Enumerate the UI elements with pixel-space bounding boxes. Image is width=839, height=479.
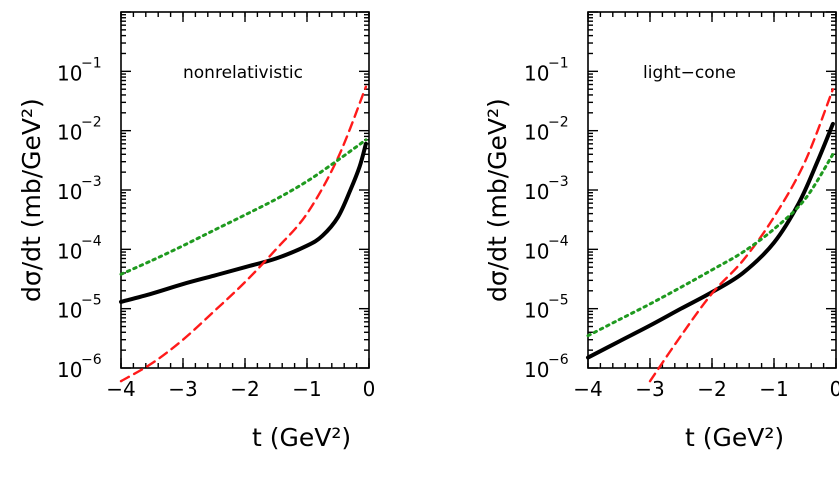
x-tick-label: −2 bbox=[697, 377, 726, 401]
y-tick-exponent: −5 bbox=[81, 293, 102, 309]
panel-annotation: light−cone bbox=[643, 63, 736, 83]
y-tick-exponent: −1 bbox=[81, 55, 102, 71]
series-line-dashed bbox=[119, 85, 368, 383]
y-tick-exponent: −3 bbox=[548, 174, 569, 190]
panel-light-cone: −4 −3 −2 −1 010−610−510−410−310−210−1 light−… bbox=[483, 11, 839, 452]
x-tick-label: 0 bbox=[830, 377, 839, 401]
y-tick-exponent: −5 bbox=[548, 293, 569, 309]
series-line-solid bbox=[586, 121, 835, 360]
y-tick-exponent: −2 bbox=[81, 115, 102, 131]
y-tick-exponent: −4 bbox=[81, 233, 102, 249]
series-line-dashed bbox=[648, 87, 835, 383]
tick-labels: −4 −3 −2 −1 010−610−510−410−310−210−1 bbox=[57, 55, 375, 401]
series-lines bbox=[119, 85, 368, 383]
panel-nonrelativistic: −4 −3 −2 −1 010−610−510−410−310−210−1 nonrel… bbox=[17, 11, 375, 452]
x-axis-label: t (GeV²) bbox=[252, 423, 351, 452]
series-line-dotted bbox=[586, 152, 835, 338]
y-tick-label: 10 bbox=[524, 180, 549, 204]
y-tick-exponent: −6 bbox=[81, 352, 102, 368]
series-line-dotted bbox=[119, 138, 368, 276]
x-tick-label: −1 bbox=[292, 377, 321, 401]
y-tick-label: 10 bbox=[524, 299, 549, 323]
y-tick-exponent: −2 bbox=[548, 115, 569, 131]
y-tick-exponent: −6 bbox=[548, 352, 569, 368]
y-axis-label: dσ/dt (mb/GeV²) bbox=[483, 98, 512, 302]
y-tick-label: 10 bbox=[57, 299, 82, 323]
panel-annotation: nonrelativistic bbox=[183, 63, 303, 83]
y-tick-label: 10 bbox=[524, 358, 549, 382]
y-tick-label: 10 bbox=[57, 358, 82, 382]
tick-marks bbox=[587, 11, 837, 369]
y-tick-exponent: −3 bbox=[81, 174, 102, 190]
x-tick-label: −2 bbox=[230, 377, 259, 401]
y-tick-label: 10 bbox=[524, 239, 549, 263]
y-tick-exponent: −1 bbox=[548, 55, 569, 71]
y-tick-label: 10 bbox=[524, 121, 549, 145]
y-tick-exponent: −4 bbox=[548, 233, 569, 249]
y-tick-label: 10 bbox=[524, 61, 549, 85]
tick-labels: −4 −3 −2 −1 010−610−510−410−310−210−1 bbox=[524, 55, 839, 401]
y-tick-label: 10 bbox=[57, 239, 82, 263]
y-tick-label: 10 bbox=[57, 61, 82, 85]
x-tick-label: −4 bbox=[573, 377, 602, 401]
x-tick-label: −3 bbox=[635, 377, 664, 401]
y-tick-label: 10 bbox=[57, 121, 82, 145]
x-tick-label: −4 bbox=[106, 377, 135, 401]
y-tick-label: 10 bbox=[57, 180, 82, 204]
x-tick-label: −1 bbox=[759, 377, 788, 401]
series-line-solid bbox=[119, 141, 368, 304]
x-axis-label: t (GeV²) bbox=[685, 423, 784, 452]
series-lines bbox=[586, 87, 835, 383]
y-axis-label: dσ/dt (mb/GeV²) bbox=[17, 98, 46, 302]
x-tick-label: −3 bbox=[168, 377, 197, 401]
x-tick-label: 0 bbox=[363, 377, 376, 401]
